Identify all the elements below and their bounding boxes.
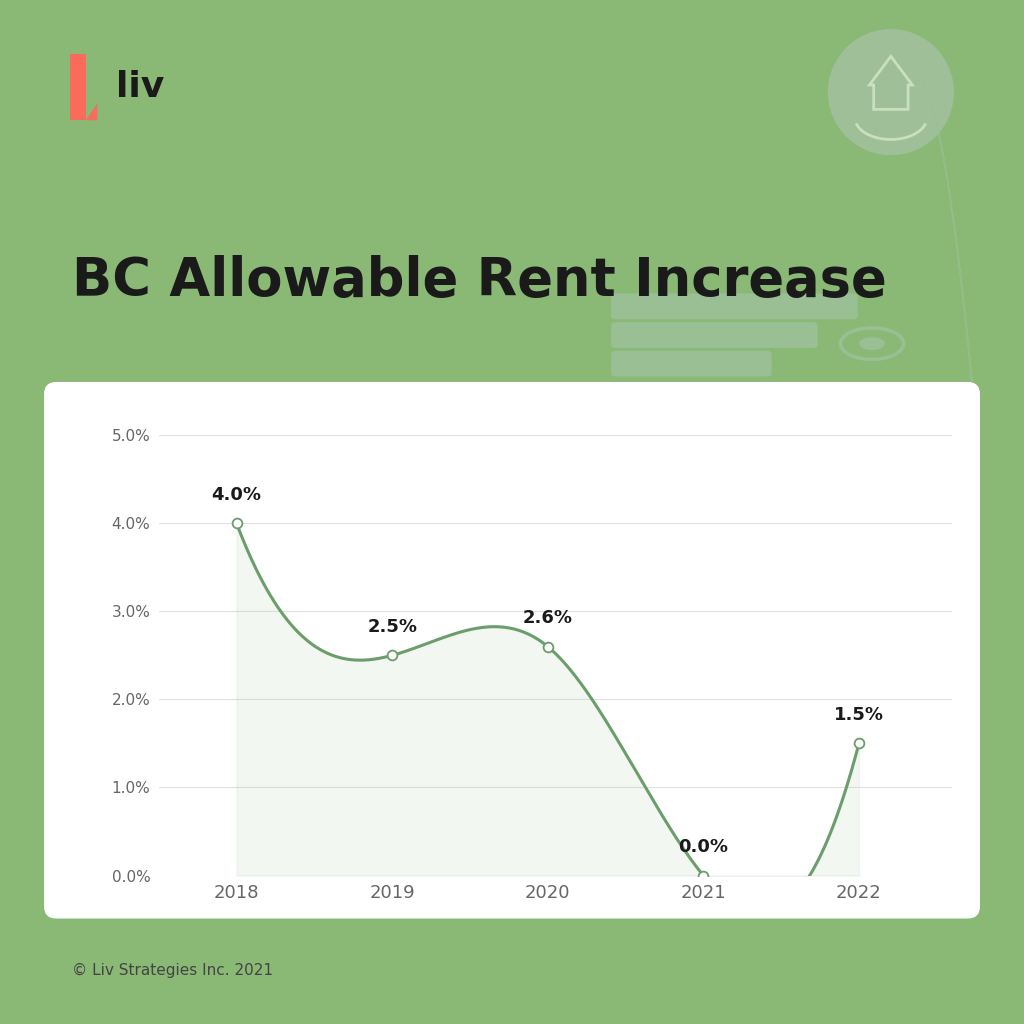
FancyBboxPatch shape [611, 351, 772, 377]
Point [384, 647, 400, 664]
FancyBboxPatch shape [611, 294, 858, 319]
Text: BC Allowable Rent Increase: BC Allowable Rent Increase [72, 255, 887, 307]
Point [851, 735, 867, 752]
Text: 1.5%: 1.5% [834, 707, 884, 724]
Point [384, 647, 400, 664]
Bar [70, 54, 86, 120]
Circle shape [859, 337, 885, 350]
Point [695, 867, 712, 884]
Point [540, 638, 556, 654]
Text: © Liv Strategies Inc. 2021: © Liv Strategies Inc. 2021 [72, 964, 272, 978]
Text: liv: liv [116, 70, 164, 104]
Point [228, 515, 245, 531]
Point [851, 735, 867, 752]
Point [540, 638, 556, 654]
FancyBboxPatch shape [611, 323, 817, 348]
Point [695, 867, 712, 884]
Circle shape [827, 29, 954, 156]
Text: 4.0%: 4.0% [212, 486, 261, 504]
Point [228, 515, 245, 531]
Text: 2.5%: 2.5% [368, 618, 417, 636]
Polygon shape [86, 103, 97, 120]
Text: 2.6%: 2.6% [522, 609, 572, 627]
Text: 0.0%: 0.0% [678, 839, 728, 856]
